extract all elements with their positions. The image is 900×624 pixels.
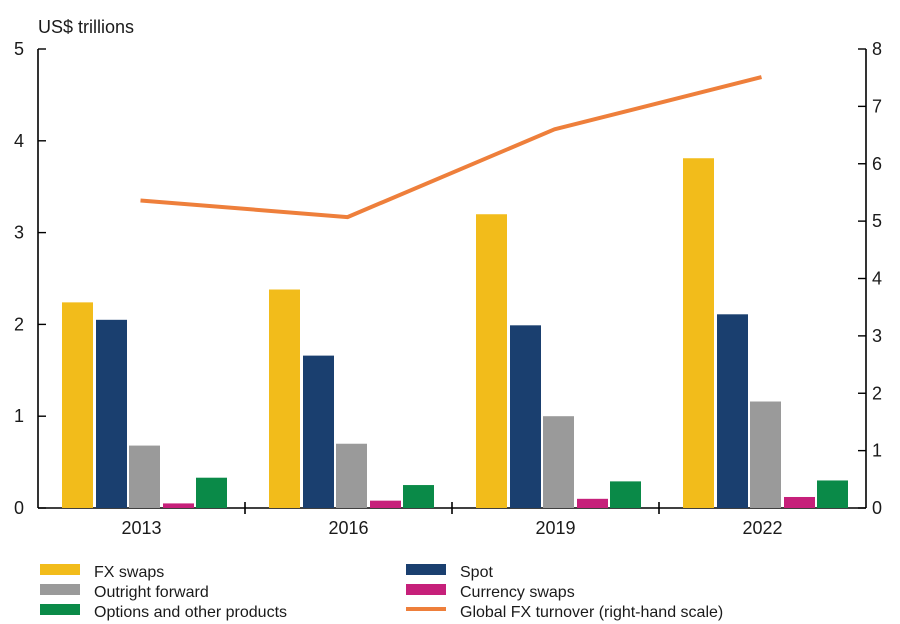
y-axis-unit-label: US$ trillions [38, 17, 134, 37]
left-y-tick-label: 3 [14, 223, 24, 243]
series-line-global-fx-turnover [140, 75, 762, 220]
legend-label: FX swaps [94, 564, 164, 581]
right-y-tick-label: 7 [872, 96, 882, 116]
bar [610, 481, 641, 508]
legend: FX swaps Spot Outright forward Currency swa… [40, 564, 723, 621]
bar [403, 485, 434, 508]
legend-swatch [40, 604, 80, 615]
bar [370, 500, 401, 508]
bar [750, 401, 781, 508]
left-y-tick-label: 4 [14, 131, 24, 151]
legend-swatch [40, 564, 80, 575]
plot-area: 0 1 2 3 4 5 0 1 2 3 4 5 6 7 8 2013 2016 2019 2022 [14, 39, 882, 538]
bar [476, 214, 507, 509]
legend-swatch [406, 584, 446, 595]
right-y-tick-label: 1 [872, 441, 882, 461]
legend-label: Outright forward [94, 584, 209, 601]
bar [196, 477, 227, 508]
legend-label: Spot [460, 564, 493, 581]
left-y-tick-label: 2 [14, 314, 24, 334]
legend-swatch [40, 584, 80, 595]
bar [683, 158, 714, 508]
x-tick-label: 2016 [328, 518, 368, 538]
right-y-tick-label: 5 [872, 211, 882, 231]
legend-swatch [406, 607, 446, 611]
right-y-tick-label: 0 [872, 498, 882, 518]
legend-label: Options and other products [94, 604, 287, 621]
bar [163, 503, 194, 508]
bar [784, 496, 815, 508]
bar [510, 325, 541, 508]
right-y-tick-label: 3 [872, 326, 882, 346]
bar [129, 445, 160, 508]
legend-label: Currency swaps [460, 584, 575, 601]
legend-swatch [406, 564, 446, 575]
bar [577, 498, 608, 508]
x-tick-label: 2013 [121, 518, 161, 538]
bar [543, 416, 574, 508]
legend-label: Global FX turnover (right-hand scale) [460, 604, 723, 621]
bar [303, 355, 334, 508]
bar [269, 289, 300, 508]
right-y-tick-label: 4 [872, 269, 882, 289]
left-y-tick-label: 1 [14, 406, 24, 426]
bar [817, 480, 848, 508]
right-y-tick-label: 8 [872, 39, 882, 59]
bar [336, 443, 367, 508]
left-y-tick-label: 0 [14, 498, 24, 518]
x-tick-label: 2019 [535, 518, 575, 538]
right-y-tick-label: 6 [872, 154, 882, 174]
right-y-tick-label: 2 [872, 383, 882, 403]
bar [717, 314, 748, 508]
left-y-tick-label: 5 [14, 39, 24, 59]
bar [96, 319, 127, 508]
x-tick-label: 2022 [742, 518, 782, 538]
bar [62, 302, 93, 508]
